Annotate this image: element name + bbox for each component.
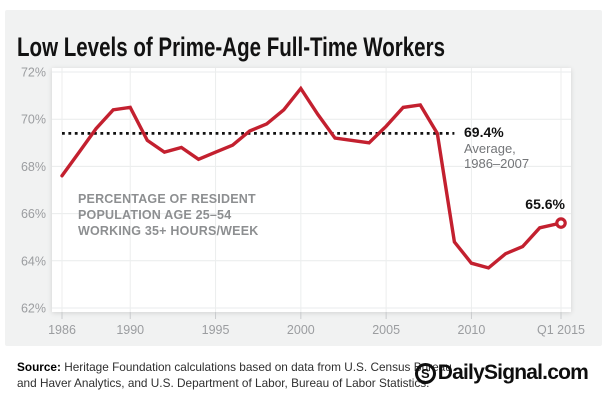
average-annotation: 69.4% Average, 1986–2007 (464, 124, 530, 172)
x-axis-tick-label: 1986 (48, 323, 76, 337)
series-description-line: POPULATION AGE 25–54 (78, 208, 232, 222)
average-value-label: 69.4% (464, 124, 504, 140)
chart-title: Low Levels of Prime-Age Full-Time Worker… (17, 32, 445, 63)
average-period: 1986–2007 (464, 156, 530, 171)
series-description-line: PERCENTAGE OF RESIDENT (78, 192, 256, 206)
x-axis-tick-label: 1995 (202, 323, 230, 337)
plot-panel (52, 68, 571, 312)
end-point-marker (555, 217, 567, 229)
series-description-line: WORKING 35+ HOURS/WEEK (78, 224, 259, 238)
data-line (60, 85, 563, 270)
source-note: Source: Heritage Foundation calculations… (17, 359, 452, 391)
y-axis-tick-label: 70% (21, 113, 46, 127)
source-text-line2: and Haver Analytics, and U.S. Department… (17, 376, 430, 390)
latest-value-label: 65.6% (525, 196, 565, 212)
x-axis-tick-label: 1990 (116, 323, 144, 337)
series-description: PERCENTAGE OF RESIDENT POPULATION AGE 25… (78, 191, 258, 239)
x-axis-tick-label: Q1 2015 (537, 323, 585, 337)
daily-signal-wordmark: DailySignal.com (437, 361, 589, 384)
y-axis-tick-label: 66% (21, 207, 46, 221)
daily-signal-s-icon: S (414, 362, 436, 384)
x-axis-tick-label: 2000 (287, 323, 315, 337)
daily-signal-logo: S DailySignal.com (414, 360, 589, 386)
y-axis-tick-label: 64% (21, 254, 46, 268)
source-label: Source: (17, 360, 61, 374)
x-axis-tick-label: 2005 (372, 323, 400, 337)
y-axis-tick-label: 68% (21, 160, 46, 174)
source-text-line1: Heritage Foundation calculations based o… (64, 360, 452, 374)
chart-grid (52, 68, 571, 319)
y-axis-tick-label: 62% (21, 302, 46, 316)
x-axis-tick-label: 2010 (458, 323, 486, 337)
average-caption: Average, (464, 140, 516, 156)
footer: Source: Heritage Foundation calculations… (0, 346, 607, 404)
y-axis-tick-label: 72% (21, 66, 46, 80)
